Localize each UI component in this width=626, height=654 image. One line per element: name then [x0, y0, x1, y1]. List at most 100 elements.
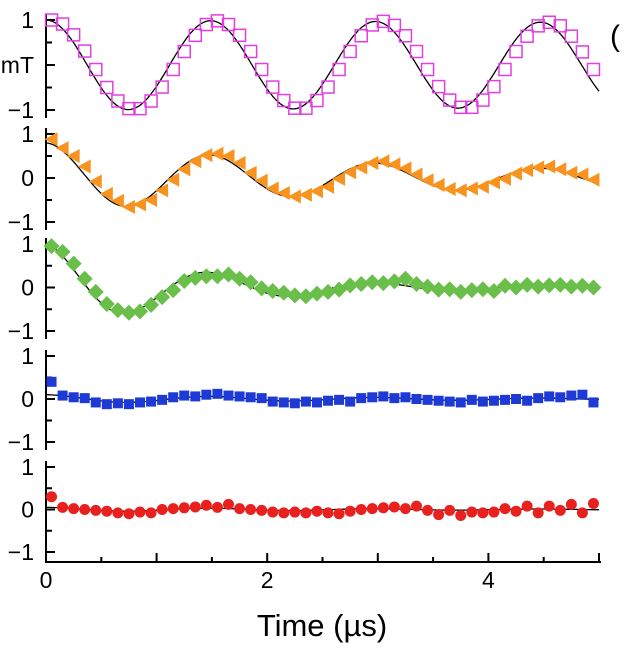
data-point: [155, 80, 169, 94]
data-point: [188, 154, 202, 169]
data-point: [101, 505, 113, 517]
data-point: [167, 503, 179, 515]
data-point: [77, 44, 92, 58]
data-point: [179, 390, 190, 401]
data-point: [543, 500, 555, 512]
data-point: [254, 62, 269, 77]
data-point: [463, 282, 480, 299]
data-point: [431, 178, 445, 193]
data-point: [411, 394, 422, 404]
y-tick-label: −1: [8, 429, 34, 455]
data-point: [511, 394, 522, 404]
data-point: [563, 278, 580, 295]
data-point: [87, 283, 104, 300]
data-point: [300, 507, 312, 519]
data-point: [222, 498, 234, 510]
data-point: [44, 13, 59, 27]
data-point: [68, 392, 79, 403]
data-point: [110, 193, 124, 208]
panel-blue-squares: 1 0 −1: [8, 343, 599, 455]
data-point: [485, 282, 502, 299]
data-point: [496, 277, 513, 294]
data-point: [144, 193, 158, 207]
data-point: [90, 397, 101, 408]
data-point: [99, 186, 113, 201]
data-point: [542, 15, 556, 29]
data-point: [455, 397, 466, 408]
data-point: [409, 44, 424, 59]
data-point: [541, 277, 558, 294]
data-point: [79, 504, 91, 515]
data-point: [256, 504, 268, 516]
data-point: [321, 179, 335, 194]
data-point: [132, 303, 149, 320]
data-point: [420, 173, 434, 188]
data-point: [308, 285, 325, 302]
data-point: [552, 276, 569, 293]
data-point: [375, 275, 392, 292]
data-point: [430, 281, 447, 298]
data-point: [422, 504, 434, 516]
data-point: [367, 392, 378, 403]
data-point: [387, 18, 402, 33]
data-point: [109, 302, 126, 319]
data-point: [267, 506, 279, 518]
data-point: [464, 181, 478, 196]
panel-green-diamonds: 1 0 −1: [8, 231, 602, 344]
data-point: [519, 276, 536, 293]
data-point: [508, 279, 525, 296]
data-point: [177, 162, 191, 177]
data-point: [234, 503, 246, 515]
data-point: [588, 397, 599, 408]
data-point: [188, 28, 203, 43]
data-point: [76, 270, 93, 287]
data-point: [264, 282, 281, 299]
data-point: [265, 80, 280, 94]
data-point: [398, 29, 413, 43]
data-point: [135, 397, 146, 408]
data-point: [154, 289, 171, 306]
data-point: [322, 507, 334, 519]
data-point: [377, 502, 389, 514]
data-point: [365, 156, 379, 171]
data-point: [275, 284, 292, 301]
data-point: [242, 274, 259, 291]
data-point: [442, 182, 456, 196]
data-point: [120, 304, 137, 321]
data-point: [353, 276, 370, 293]
data-point: [452, 283, 469, 300]
data-point: [498, 62, 512, 77]
data-point: [277, 93, 291, 108]
data-point: [364, 274, 381, 291]
data-point: [112, 507, 124, 519]
data-point: [587, 498, 599, 510]
data-point: [134, 506, 146, 518]
data-point: [44, 132, 58, 147]
data-point: [544, 391, 555, 402]
y-tick-label: 1: [21, 343, 34, 369]
data-point: [531, 19, 545, 33]
data-point: [245, 504, 257, 515]
data-point: [221, 149, 235, 163]
data-point: [345, 396, 356, 407]
data-point: [243, 44, 258, 59]
data-point: [210, 14, 225, 28]
data-point: [46, 376, 57, 387]
y-tick-label: 1: [21, 231, 34, 257]
data-point: [253, 280, 270, 297]
data-point: [575, 167, 589, 182]
data-point: [399, 503, 411, 515]
data-point: [477, 396, 488, 407]
data-point: [586, 62, 601, 77]
data-point: [444, 504, 456, 516]
data-point: [55, 141, 69, 156]
data-point: [245, 392, 256, 403]
data-point: [378, 391, 389, 402]
data-point: [466, 506, 478, 518]
y-tick-label: 1: [21, 7, 34, 33]
data-point: [533, 393, 544, 404]
data-point: [187, 269, 204, 286]
data-point: [376, 14, 391, 29]
data-point: [298, 187, 312, 202]
y-tick-label: 0: [21, 497, 34, 523]
